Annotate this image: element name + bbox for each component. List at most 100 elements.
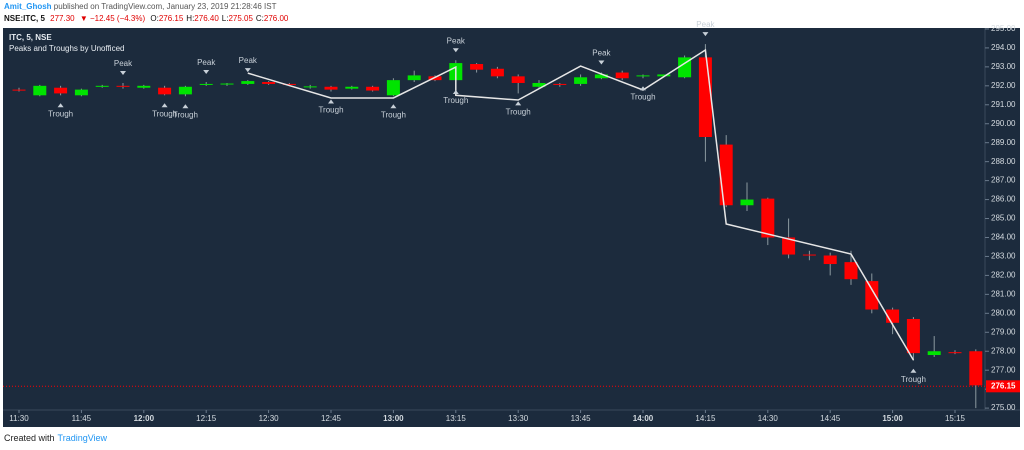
ohlc-value: 276.15 (158, 14, 184, 23)
x-tick-label: 13:45 (571, 414, 592, 423)
candle-body (490, 68, 504, 77)
candle-body (906, 319, 920, 354)
last-price: 277.30 (50, 14, 75, 23)
candle-body (220, 83, 234, 85)
symbol: NSE:ITC, 5 (4, 14, 45, 23)
candle-body (823, 255, 837, 265)
y-tick-label: 280.00 (991, 308, 1016, 317)
trough-marker (57, 103, 64, 108)
candle-body (761, 198, 775, 238)
ohlc-label: O: (150, 14, 159, 23)
candle-body (532, 82, 546, 87)
y-tick-label: 293.00 (991, 62, 1016, 71)
trough-marker (161, 103, 168, 108)
candle-body (428, 76, 442, 81)
y-tick-label: 286.00 (991, 195, 1016, 204)
peak-marker (203, 70, 210, 75)
ohlc-value: 276.40 (194, 14, 219, 23)
ohlc-label: H: (186, 14, 195, 23)
candle-body (615, 72, 629, 79)
trough-label: Trough (152, 109, 177, 118)
peak-label: Peak (114, 59, 133, 68)
ohlc-label: C: (255, 14, 264, 23)
candle-body (303, 86, 317, 88)
candle-body (178, 86, 192, 95)
x-tick-label: 15:00 (882, 414, 903, 423)
candle-body (802, 254, 816, 256)
trough-label: Trough (48, 109, 73, 118)
peak-marker (702, 32, 709, 37)
candle-body (698, 57, 712, 138)
y-tick-label: 289.00 (991, 138, 1016, 147)
y-tick-label: 292.00 (991, 81, 1016, 90)
brand[interactable]: TradingView (57, 433, 108, 443)
candle-body (511, 76, 525, 83)
ohlc-label: L: (221, 14, 229, 23)
last-price-label: 276.15 (991, 381, 1016, 390)
peak-label: Peak (239, 56, 258, 65)
candle-body (927, 351, 941, 356)
x-tick-label: 12:45 (321, 414, 342, 423)
trough-label: Trough (506, 108, 531, 117)
x-tick-label: 14:15 (695, 414, 716, 423)
y-tick-label: 284.00 (991, 233, 1016, 242)
candle-body (158, 87, 172, 95)
peak-marker (244, 68, 251, 73)
trough-label: Trough (318, 106, 343, 115)
ohlc: O:276.15 H:276.40 L:275.05 C:276.00 (150, 14, 291, 23)
chart-background (3, 28, 1020, 427)
trough-marker (910, 368, 917, 373)
x-tick-label: 13:00 (383, 414, 404, 423)
y-tick-label: 285.00 (991, 214, 1016, 223)
candle-body (366, 86, 380, 91)
trough-label: Trough (901, 375, 926, 384)
y-tick-label: 290.00 (991, 119, 1016, 128)
candle-body (241, 81, 255, 84)
candle-body (740, 199, 754, 206)
publish-info: published on TradingView.com, January 23… (53, 2, 277, 11)
candle-body (657, 74, 671, 77)
candle-body (324, 86, 338, 90)
last-price-box (986, 380, 1020, 393)
peak-marker (598, 60, 605, 65)
zigzag-line (247, 48, 915, 361)
candle-body (594, 74, 608, 79)
trough-marker (515, 101, 522, 106)
ohlc-value: 275.05 (228, 14, 253, 23)
x-tick-label: 14:30 (758, 414, 779, 423)
candle-body (636, 75, 650, 77)
peak-marker (452, 48, 459, 53)
candle-body (282, 83, 296, 85)
y-tick-label: 295.00 (991, 24, 1016, 33)
candle-body (345, 86, 359, 89)
trough-marker (182, 104, 189, 109)
x-tick-label: 11:45 (72, 414, 92, 423)
change: ▼ −12.45 (−4.3%) (79, 14, 146, 23)
peak-label: Peak (696, 20, 715, 29)
x-tick-label: 13:15 (446, 414, 467, 423)
x-tick-label: 14:45 (820, 414, 841, 423)
candle-body (199, 83, 213, 85)
candle-body (782, 237, 796, 255)
trough-label: Trough (381, 110, 406, 119)
x-tick-label: 11:30 (9, 414, 29, 423)
y-tick-label: 275.00 (991, 403, 1016, 412)
peak-label: Peak (197, 58, 216, 67)
candle-body (12, 89, 26, 91)
candle-body (719, 144, 733, 206)
trough-marker (390, 104, 397, 109)
author[interactable]: Amit_Ghosh (4, 2, 52, 11)
x-tick-label: 15:15 (945, 414, 966, 423)
candle-body (470, 64, 484, 70)
y-tick-label: 277.00 (991, 365, 1016, 374)
candle-body (386, 80, 400, 96)
candle-body (553, 83, 567, 85)
candle-body (407, 75, 421, 81)
x-tick-label: 12:15 (196, 414, 217, 423)
trough-marker (452, 90, 459, 95)
trough-label: Trough (443, 96, 468, 105)
